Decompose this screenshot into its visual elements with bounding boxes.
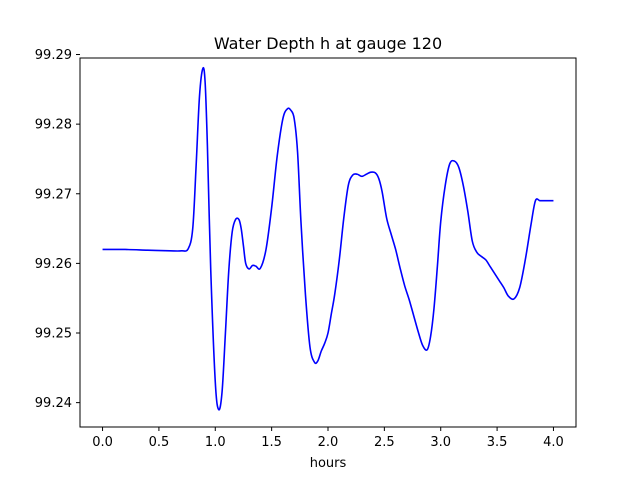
x-tick-label: 2.5 bbox=[374, 435, 395, 450]
plot-area bbox=[102, 67, 554, 411]
x-axis: 0.0 0.5 1.0 1.5 2.0 2.5 3.0 3.5 4.0 bbox=[92, 427, 564, 450]
y-tick-label: 99.24 bbox=[35, 396, 72, 411]
y-tick-label: 99.29 bbox=[35, 48, 72, 63]
x-tick-label: 1.5 bbox=[261, 435, 282, 450]
x-tick-label: 0.0 bbox=[92, 435, 113, 450]
y-tick-label: 99.26 bbox=[35, 257, 72, 272]
x-tick-label: 3.5 bbox=[487, 435, 508, 450]
y-tick-label: 99.25 bbox=[35, 327, 72, 342]
x-tick-label: 0.5 bbox=[149, 435, 170, 450]
x-axis-label: hours bbox=[310, 456, 347, 471]
y-axis: 99.24 99.25 99.26 99.27 99.28 99.29 bbox=[35, 48, 80, 411]
y-tick-label: 99.28 bbox=[35, 118, 72, 133]
x-tick-label: 3.0 bbox=[430, 435, 451, 450]
y-tick-label: 99.27 bbox=[35, 187, 72, 202]
x-tick-label: 4.0 bbox=[543, 435, 564, 450]
series-line-0 bbox=[102, 67, 554, 411]
chart-title: Water Depth h at gauge 120 bbox=[214, 34, 442, 53]
plot-frame bbox=[79, 57, 577, 428]
x-tick-label: 2.0 bbox=[318, 435, 339, 450]
x-tick-label: 1.0 bbox=[205, 435, 226, 450]
